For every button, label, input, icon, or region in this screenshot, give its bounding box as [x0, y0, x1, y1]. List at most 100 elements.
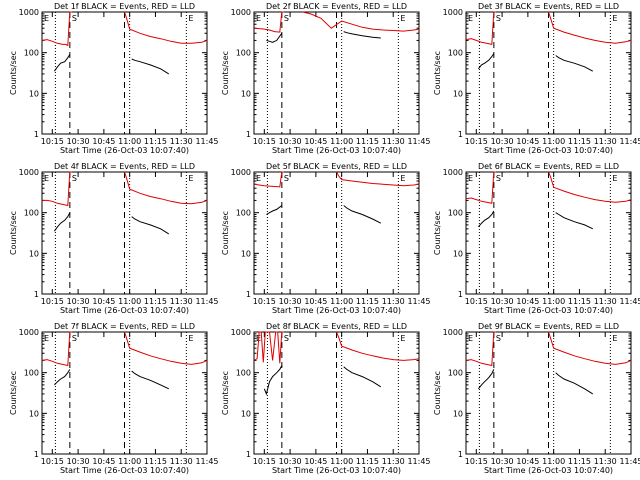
panel-1: Det 1f BLACK = Events, RED = LLD 1 10 100 10…	[9, 2, 219, 155]
x-tick-label: 11:15	[356, 457, 379, 466]
series-line-lld	[336, 171, 420, 187]
interval-marker-label: S	[496, 14, 501, 23]
y-tick-label: 1000	[231, 328, 251, 337]
x-tick-label: 10:30	[491, 137, 514, 146]
x-tick-label: 10:15	[253, 297, 276, 306]
y-tick-label: 1	[34, 290, 39, 299]
interval-marker-label: S	[284, 14, 289, 23]
x-tick-label: 11:30	[170, 297, 193, 306]
x-tick-label: 11:00	[330, 457, 353, 466]
x-tick-label: 11:00	[118, 297, 141, 306]
x-tick-label: 11:30	[382, 137, 405, 146]
series-line-lld	[124, 11, 208, 44]
y-tick-label: 100	[448, 49, 463, 58]
series-line-lld	[124, 171, 208, 205]
x-tick-label: 10:30	[67, 137, 90, 146]
y-axis-label: Counts/sec	[221, 211, 230, 255]
x-tick-label: 10:15	[41, 457, 64, 466]
y-axis-label: Counts/sec	[9, 371, 18, 415]
interval-marker-label: E	[188, 14, 193, 23]
x-tick-label: 11:45	[407, 137, 430, 146]
series-line-events	[131, 58, 170, 75]
y-tick-label: 100	[236, 49, 251, 58]
x-tick-label: 11:45	[407, 297, 430, 306]
x-tick-label: 11:45	[195, 457, 218, 466]
panel-9: Det 9f BLACK = Events, RED = LLD 1 10 100 10…	[433, 322, 640, 475]
x-tick-label: 11:15	[568, 297, 591, 306]
interval-marker-label: E	[400, 334, 405, 343]
y-tick-label: 1000	[443, 168, 463, 177]
x-tick-label: 10:15	[253, 457, 276, 466]
y-tick-label: 1000	[19, 168, 39, 177]
x-axis-label: Start Time (26-Oct-03 10:07:40)	[60, 146, 189, 155]
y-tick-label: 1	[458, 450, 463, 459]
y-tick-label: 10	[29, 249, 39, 258]
x-tick-label: 11:45	[407, 457, 430, 466]
x-tick-label: 10:30	[279, 297, 302, 306]
series-line-lld	[253, 331, 284, 364]
panel-title: Det 2f BLACK = Events, RED = LLD	[266, 2, 407, 11]
x-tick-label: 10:45	[516, 297, 539, 306]
y-tick-label: 100	[236, 369, 251, 378]
interval-marker-label: E	[44, 174, 49, 183]
y-tick-label: 100	[24, 49, 39, 58]
series-line-lld	[465, 11, 496, 46]
x-tick-label: 11:30	[382, 457, 405, 466]
series-line-events	[343, 205, 382, 224]
y-tick-label: 1	[246, 130, 251, 139]
y-tick-label: 1000	[231, 168, 251, 177]
x-tick-label: 11:15	[144, 137, 167, 146]
series-line-events	[266, 205, 283, 215]
y-tick-label: 10	[29, 409, 39, 418]
y-tick-label: 100	[448, 209, 463, 218]
y-tick-label: 1	[458, 130, 463, 139]
x-tick-label: 11:00	[542, 457, 565, 466]
x-tick-label: 10:30	[67, 457, 90, 466]
series-line-lld	[336, 331, 420, 361]
interval-marker-label: S	[284, 174, 289, 183]
x-tick-label: 10:30	[279, 137, 302, 146]
interval-marker-label: E	[188, 334, 193, 343]
y-axis-label: Counts/sec	[9, 211, 18, 255]
x-tick-label: 11:15	[356, 297, 379, 306]
x-tick-label: 11:30	[382, 297, 405, 306]
interval-marker-label: E	[612, 14, 617, 23]
x-axis-label: Start Time (26-Oct-03 10:07:40)	[60, 306, 189, 315]
interval-marker-label: E	[256, 14, 261, 23]
x-tick-label: 11:00	[118, 137, 141, 146]
y-tick-label: 100	[236, 209, 251, 218]
x-tick-label: 10:15	[465, 457, 488, 466]
y-tick-label: 1000	[443, 8, 463, 17]
y-tick-label: 10	[453, 249, 463, 258]
x-tick-label: 10:30	[491, 457, 514, 466]
x-tick-label: 11:00	[542, 297, 565, 306]
y-tick-label: 1000	[19, 8, 39, 17]
x-tick-label: 11:00	[330, 137, 353, 146]
y-tick-label: 10	[453, 409, 463, 418]
y-tick-label: 100	[448, 369, 463, 378]
panel-title: Det 7f BLACK = Events, RED = LLD	[54, 322, 195, 331]
x-axis-label: Start Time (26-Oct-03 10:07:40)	[60, 466, 189, 475]
y-tick-label: 1000	[443, 328, 463, 337]
series-line-lld	[124, 331, 208, 365]
x-tick-label: 11:30	[594, 457, 617, 466]
y-tick-label: 1	[246, 290, 251, 299]
series-line-lld	[465, 171, 496, 204]
y-axis-label: Counts/sec	[221, 371, 230, 415]
x-tick-label: 11:00	[118, 457, 141, 466]
y-axis-label: Counts/sec	[433, 371, 442, 415]
interval-marker-label: E	[256, 174, 261, 183]
panel-6: Det 6f BLACK = Events, RED = LLD 1 10 100 10…	[433, 162, 640, 315]
series-line-events	[555, 212, 594, 230]
interval-marker-label: S	[496, 334, 501, 343]
series-line-lld	[465, 331, 496, 367]
interval-marker-label: E	[468, 174, 473, 183]
x-tick-label: 11:45	[619, 457, 640, 466]
panel-title: Det 1f BLACK = Events, RED = LLD	[54, 2, 195, 11]
y-tick-label: 1	[34, 450, 39, 459]
interval-marker-label: S	[284, 334, 289, 343]
interval-marker-label: E	[468, 334, 473, 343]
x-tick-label: 10:15	[41, 137, 64, 146]
series-line-events	[343, 31, 381, 39]
panel-4: Det 4f BLACK = Events, RED = LLD 1 10 100 10…	[9, 162, 219, 315]
